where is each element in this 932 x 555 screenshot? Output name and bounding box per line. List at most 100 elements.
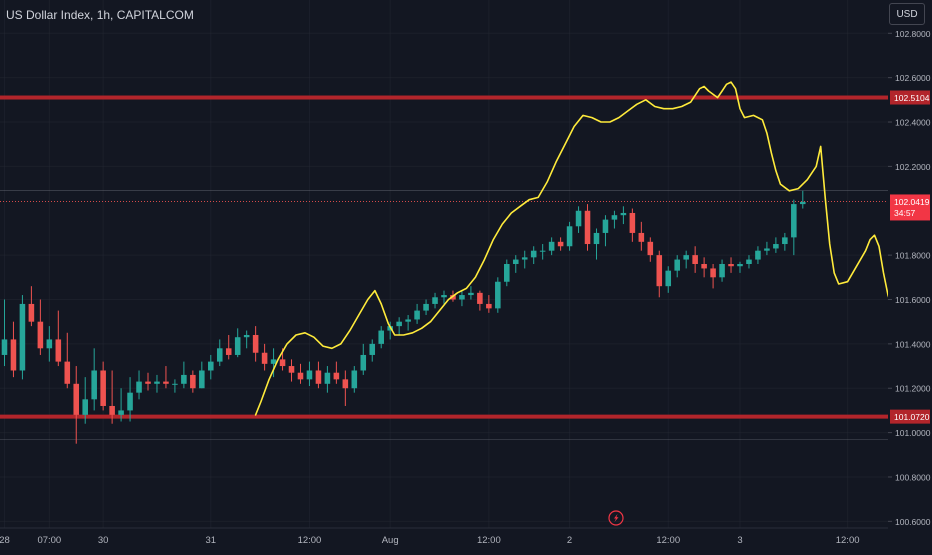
candle-body[interactable] (216, 348, 223, 362)
candle-body[interactable] (109, 405, 115, 415)
candle-body[interactable] (37, 321, 44, 349)
candle-body[interactable] (297, 372, 304, 380)
candle-body[interactable] (91, 370, 97, 400)
candle-body[interactable] (73, 383, 80, 415)
y-tick-label: 100.6000 (895, 517, 931, 527)
candle-body[interactable] (683, 255, 689, 260)
candle-body[interactable] (396, 321, 402, 327)
candle-body[interactable] (755, 250, 761, 260)
candle-body[interactable] (656, 255, 663, 287)
candle-body[interactable] (584, 210, 591, 245)
candle-body[interactable] (64, 361, 71, 384)
candle-body[interactable] (423, 303, 429, 311)
candle-body[interactable] (333, 372, 340, 380)
candle-body[interactable] (674, 259, 680, 271)
candle-body[interactable] (369, 343, 376, 355)
candle-body[interactable] (450, 295, 456, 300)
candle-body[interactable] (190, 374, 196, 389)
candle-body[interactable] (620, 212, 627, 216)
candle-body[interactable] (539, 250, 546, 252)
candle-body[interactable] (315, 370, 322, 384)
candle-body[interactable] (208, 361, 214, 371)
candle-body[interactable] (324, 372, 331, 384)
candle-body[interactable] (360, 354, 367, 371)
candle-body[interactable] (638, 232, 645, 242)
candle-body[interactable] (530, 250, 537, 258)
candle-body[interactable] (118, 410, 124, 415)
candle-body[interactable] (154, 381, 160, 384)
candle-body[interactable] (46, 339, 53, 349)
candle-body[interactable] (692, 255, 698, 264)
candle-body[interactable] (136, 381, 142, 393)
candle-body[interactable] (82, 399, 88, 415)
candle-body[interactable] (629, 212, 636, 233)
candle-body[interactable] (55, 339, 62, 362)
candle-body[interactable] (575, 210, 582, 227)
projection-path[interactable] (254, 81, 932, 416)
candle-body[interactable] (611, 215, 618, 220)
candle-body[interactable] (225, 348, 232, 355)
candle-body[interactable] (701, 264, 707, 269)
candle-body[interactable] (773, 244, 779, 249)
candle-body[interactable] (566, 226, 573, 247)
candle-body[interactable] (593, 232, 600, 245)
horizontal-level-line[interactable] (0, 95, 888, 100)
candle-body[interactable] (1, 339, 8, 355)
candle-body[interactable] (414, 310, 420, 320)
candle-body[interactable] (477, 292, 483, 304)
candle-body[interactable] (764, 248, 770, 251)
candle-body[interactable] (306, 370, 313, 380)
candle-body[interactable] (252, 334, 259, 353)
candle-body[interactable] (459, 295, 465, 300)
candle-body[interactable] (548, 241, 555, 251)
candle-body[interactable] (737, 264, 743, 267)
candle-body[interactable] (468, 292, 474, 296)
currency-button[interactable]: USD (889, 3, 925, 25)
horizontal-level-line[interactable] (0, 414, 888, 419)
candle-body[interactable] (432, 297, 438, 304)
candle-body[interactable] (602, 219, 609, 233)
candle-body[interactable] (163, 381, 169, 384)
candle-body[interactable] (234, 337, 241, 355)
candle-body[interactable] (782, 237, 788, 245)
x-tick-label: 12:00 (298, 535, 322, 546)
candle-body[interactable] (199, 370, 205, 389)
candle-body[interactable] (521, 257, 528, 260)
candle-body[interactable] (342, 379, 349, 389)
y-tick-label: 101.2000 (895, 384, 931, 394)
candle-body[interactable] (800, 201, 806, 205)
candle-body[interactable] (100, 370, 106, 406)
candle-body[interactable] (710, 268, 716, 278)
candle-body[interactable] (172, 383, 178, 385)
candle-body[interactable] (181, 374, 187, 384)
candle-body[interactable] (351, 370, 358, 389)
candle-body[interactable] (557, 241, 564, 247)
candle-body[interactable] (279, 359, 286, 367)
candle-body[interactable] (728, 264, 734, 267)
candle-body[interactable] (512, 259, 519, 264)
candle-body[interactable] (405, 319, 411, 322)
candle-body[interactable] (10, 339, 17, 371)
candle-body[interactable] (28, 303, 35, 322)
candle-body[interactable] (791, 204, 797, 238)
lightning-icon[interactable] (608, 510, 624, 526)
candle-body[interactable] (441, 295, 447, 298)
candle-body[interactable] (665, 270, 672, 287)
candle-body[interactable] (486, 303, 492, 309)
candle-body[interactable] (719, 264, 725, 278)
candle-body[interactable] (288, 366, 295, 373)
candle-body[interactable] (270, 359, 277, 364)
candle-body[interactable] (504, 264, 510, 282)
candle-body[interactable] (145, 381, 151, 384)
candle-body[interactable] (243, 334, 250, 338)
candle-body[interactable] (127, 392, 133, 411)
chart-title: US Dollar Index, 1h, CAPITALCOM (6, 8, 194, 22)
candle-body[interactable] (647, 241, 654, 256)
candle-body[interactable] (261, 352, 268, 364)
candle-body[interactable] (495, 281, 501, 309)
candle-body[interactable] (378, 330, 384, 344)
candle-body[interactable] (19, 303, 26, 371)
candle-body[interactable] (746, 259, 752, 264)
